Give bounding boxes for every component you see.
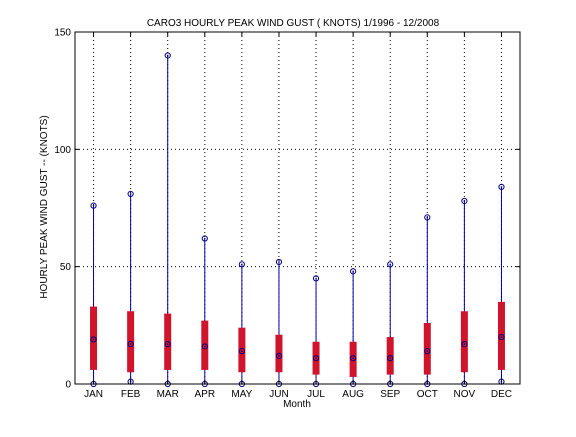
median-marker-nov <box>461 341 468 348</box>
median-marker-dec <box>498 333 505 341</box>
y-tick-label: 100 <box>54 145 71 156</box>
max-marker-jun <box>275 258 283 266</box>
median-marker-may <box>238 348 245 355</box>
max-marker-dot-may <box>241 263 243 266</box>
plot-layer <box>90 52 505 388</box>
x-tick-label: MAR <box>157 389 179 400</box>
y-tick-label: 150 <box>54 28 71 39</box>
max-marker-dot-jun <box>278 261 280 263</box>
max-marker-aug <box>350 268 357 275</box>
box-apr <box>201 320 209 370</box>
max-marker-dot-jul <box>315 277 317 280</box>
chart-title: CARO3 HOURLY PEAK WIND GUST ( KNOTS) 1/1… <box>147 18 440 29</box>
x-tick-label: DEC <box>491 389 512 400</box>
median-marker-jul <box>312 355 320 362</box>
median-marker-dot-dec <box>500 336 503 338</box>
median-marker-jun <box>275 352 283 359</box>
median-marker-dot-feb <box>129 343 132 345</box>
max-marker-dot-mar <box>166 54 169 57</box>
max-marker-dot-oct <box>426 216 429 219</box>
max-marker-apr <box>201 235 208 242</box>
box-may <box>238 327 246 373</box>
x-tick-label: JUN <box>269 389 288 400</box>
x-tick-label: AUG <box>342 389 364 400</box>
x-axis-label: Month <box>283 399 311 410</box>
max-marker-feb <box>127 190 134 198</box>
max-marker-dot-dec <box>500 186 503 188</box>
max-marker-mar <box>164 52 171 59</box>
x-tick-label: APR <box>195 389 216 400</box>
median-marker-dot-aug <box>352 357 354 359</box>
max-marker-dot-jan <box>92 204 95 207</box>
box-dec <box>497 301 505 370</box>
max-marker-nov <box>461 197 468 205</box>
median-marker-dot-jul <box>315 357 317 359</box>
median-marker-dot-nov <box>463 343 466 345</box>
y-axis-label: HOURLY PEAK WIND GUST -- (KNOTS) <box>39 115 50 298</box>
tick-layer: 0 50 100 150 JAN FEB MAR APR MAY JUN JUL AUG SEP OCT N… <box>54 28 520 400</box>
max-marker-dot-feb <box>129 193 132 195</box>
max-marker-dec <box>498 183 505 190</box>
median-marker-dot-may <box>241 350 243 352</box>
x-tick-label: OCT <box>417 389 438 400</box>
grid-layer <box>75 32 520 384</box>
median-marker-jan <box>90 336 97 343</box>
median-marker-dot-apr <box>203 345 206 348</box>
max-marker-oct <box>424 214 431 221</box>
x-tick-label: MAY <box>231 389 252 400</box>
median-marker-aug <box>350 355 357 362</box>
box-jan <box>90 306 98 370</box>
median-marker-dot-sep <box>389 357 392 359</box>
max-marker-sep <box>387 261 394 268</box>
axes-frame <box>74 31 521 385</box>
median-marker-dot-mar <box>166 343 169 345</box>
median-marker-feb <box>127 341 134 348</box>
median-marker-apr <box>201 343 208 350</box>
median-marker-dot-oct <box>426 350 429 352</box>
max-marker-dot-sep <box>389 263 392 266</box>
max-marker-jul <box>312 275 320 282</box>
max-marker-dot-aug <box>352 270 354 273</box>
y-tick-label: 0 <box>65 380 71 391</box>
max-marker-dot-nov <box>463 200 466 202</box>
x-tick-label: JUL <box>307 389 325 400</box>
median-marker-oct <box>424 348 431 355</box>
median-marker-mar <box>164 341 171 348</box>
x-tick-label: SEP <box>380 389 400 400</box>
median-marker-dot-jun <box>278 355 280 357</box>
x-tick-label: FEB <box>121 389 141 400</box>
box-aug <box>349 341 357 377</box>
max-marker-dot-apr <box>203 237 206 240</box>
max-marker-jan <box>90 202 97 209</box>
max-marker-may <box>238 261 245 268</box>
y-tick-label: 50 <box>60 262 72 273</box>
x-tick-label: NOV <box>454 389 476 400</box>
median-marker-dot-jan <box>92 338 95 341</box>
median-marker-sep <box>387 355 394 362</box>
x-tick-label: JAN <box>84 389 103 400</box>
